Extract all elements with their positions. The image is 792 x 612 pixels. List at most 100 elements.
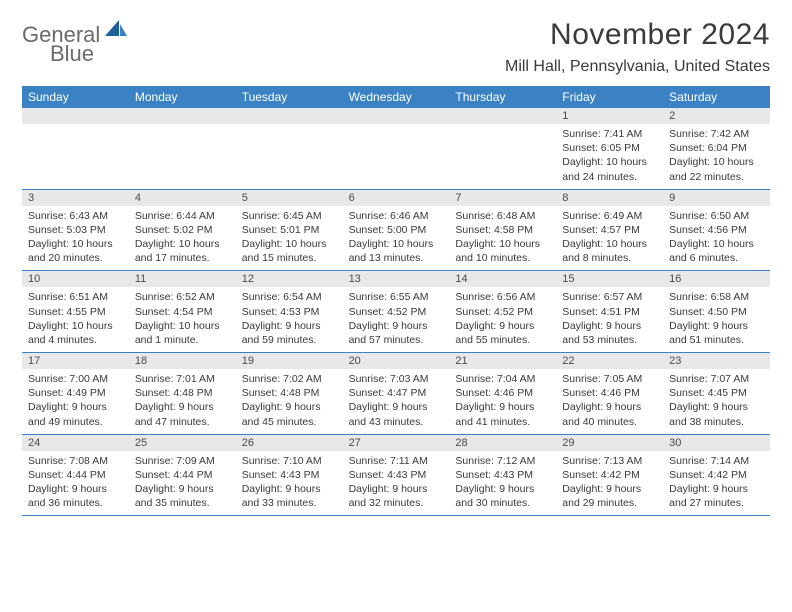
weekday-header-row: SundayMondayTuesdayWednesdayThursdayFrid…: [22, 86, 770, 108]
day-number: 14: [449, 271, 556, 287]
day-detail: Sunrise: 7:05 AMSunset: 4:46 PMDaylight:…: [556, 369, 663, 434]
day-number: [22, 108, 129, 124]
day-detail: [22, 124, 129, 189]
sunset-text: Sunset: 4:44 PM: [135, 468, 230, 482]
day-number: 2: [663, 108, 770, 124]
sunrise-text: Sunrise: 6:48 AM: [455, 209, 550, 223]
sunset-text: Sunset: 4:42 PM: [562, 468, 657, 482]
sunset-text: Sunset: 5:01 PM: [242, 223, 337, 237]
day-detail: Sunrise: 7:01 AMSunset: 4:48 PMDaylight:…: [129, 369, 236, 434]
day-detail: [129, 124, 236, 189]
daylight-text: Daylight: 9 hours and 27 minutes.: [669, 482, 764, 510]
day-detail: Sunrise: 6:45 AMSunset: 5:01 PMDaylight:…: [236, 206, 343, 271]
day-detail: Sunrise: 6:50 AMSunset: 4:56 PMDaylight:…: [663, 206, 770, 271]
sunrise-text: Sunrise: 7:09 AM: [135, 454, 230, 468]
sunrise-text: Sunrise: 7:10 AM: [242, 454, 337, 468]
sunset-text: Sunset: 5:02 PM: [135, 223, 230, 237]
day-number: 21: [449, 353, 556, 369]
sunset-text: Sunset: 4:46 PM: [455, 386, 550, 400]
day-detail: Sunrise: 6:51 AMSunset: 4:55 PMDaylight:…: [22, 287, 129, 352]
daylight-text: Daylight: 9 hours and 59 minutes.: [242, 319, 337, 347]
day-detail: Sunrise: 7:08 AMSunset: 4:44 PMDaylight:…: [22, 451, 129, 516]
sunset-text: Sunset: 4:48 PM: [135, 386, 230, 400]
daylight-text: Daylight: 9 hours and 57 minutes.: [349, 319, 444, 347]
detail-strip: Sunrise: 7:08 AM Sunset: 4:44 PM Daylight:…: [22, 451, 770, 516]
daynum-strip: 24252627282930: [22, 435, 770, 451]
day-detail: [343, 124, 450, 189]
daylight-text: Daylight: 9 hours and 55 minutes.: [455, 319, 550, 347]
daylight-text: Daylight: 10 hours and 4 minutes.: [28, 319, 123, 347]
day-number: 24: [22, 435, 129, 451]
day-number: 25: [129, 435, 236, 451]
day-number: 7: [449, 190, 556, 206]
sunset-text: Sunset: 4:53 PM: [242, 305, 337, 319]
daylight-text: Daylight: 9 hours and 49 minutes.: [28, 400, 123, 428]
sunset-text: Sunset: 4:50 PM: [669, 305, 764, 319]
day-number: 13: [343, 271, 450, 287]
daynum-strip: 17181920212223: [22, 353, 770, 369]
detail-strip: Sunrise: 6:51 AMSunset: 4:55 PMDaylight:…: [22, 287, 770, 352]
sunset-text: Sunset: 4:49 PM: [28, 386, 123, 400]
month-title: November 2024: [505, 18, 770, 52]
day-number: 12: [236, 271, 343, 287]
day-number: 28: [449, 435, 556, 451]
day-detail: Sunrise: 7:03 AMSunset: 4:47 PMDaylight:…: [343, 369, 450, 434]
daylight-text: Daylight: 9 hours and 51 minutes.: [669, 319, 764, 347]
daylight-text: Daylight: 9 hours and 36 minutes.: [28, 482, 123, 510]
day-detail: Sunrise: 7:12 AMSunset: 4:43 PMDaylight:…: [449, 451, 556, 516]
sunset-text: Sunset: 6:05 PM: [562, 141, 657, 155]
sunset-text: Sunset: 4:52 PM: [455, 305, 550, 319]
day-number: 16: [663, 271, 770, 287]
day-number: 30: [663, 435, 770, 451]
sunset-text: Sunset: 4:56 PM: [669, 223, 764, 237]
detail-strip: Sunrise: 7:00 AMSunset: 4:49 PMDaylight:…: [22, 369, 770, 434]
sunrise-text: Sunrise: 6:46 AM: [349, 209, 444, 223]
day-number: [449, 108, 556, 124]
week-row: 3456789Sunrise: 6:43 AMSunset: 5:03 PMDa…: [22, 190, 770, 272]
daylight-text: Daylight: 10 hours and 20 minutes.: [28, 237, 123, 265]
daynum-strip: 10111213141516: [22, 271, 770, 287]
day-number: 9: [663, 190, 770, 206]
sunset-text: Sunset: 4:43 PM: [349, 468, 444, 482]
day-number: 15: [556, 271, 663, 287]
sunrise-text: Sunrise: 7:08 AM: [28, 454, 123, 468]
weekday-sunday: Sunday: [22, 86, 129, 108]
detail-strip: Sunrise: 7:41 AMSunset: 6:05 PMDaylight:…: [22, 124, 770, 189]
day-number: 8: [556, 190, 663, 206]
daylight-text: Daylight: 9 hours and 41 minutes.: [455, 400, 550, 428]
sunrise-text: Sunrise: 6:55 AM: [349, 290, 444, 304]
day-number: 10: [22, 271, 129, 287]
weekday-wednesday: Wednesday: [343, 86, 450, 108]
daylight-text: Daylight: 10 hours and 15 minutes.: [242, 237, 337, 265]
day-detail: Sunrise: 6:57 AMSunset: 4:51 PMDaylight:…: [556, 287, 663, 352]
sunrise-text: Sunrise: 6:44 AM: [135, 209, 230, 223]
daylight-text: Daylight: 9 hours and 30 minutes.: [455, 482, 550, 510]
day-detail: Sunrise: 7:14 AMSunset: 4:42 PMDaylight:…: [663, 451, 770, 516]
day-detail: Sunrise: 6:49 AMSunset: 4:57 PMDaylight:…: [556, 206, 663, 271]
sunrise-text: Sunrise: 7:02 AM: [242, 372, 337, 386]
daylight-text: Daylight: 10 hours and 22 minutes.: [669, 155, 764, 183]
daynum-strip: 3456789: [22, 190, 770, 206]
day-number: 1: [556, 108, 663, 124]
sunset-text: Sunset: 4:43 PM: [455, 468, 550, 482]
sunrise-text: Sunrise: 7:12 AM: [455, 454, 550, 468]
sunrise-text: Sunrise: 7:11 AM: [349, 454, 444, 468]
day-detail: Sunrise: 6:43 AMSunset: 5:03 PMDaylight:…: [22, 206, 129, 271]
day-detail: Sunrise: 6:58 AMSunset: 4:50 PMDaylight:…: [663, 287, 770, 352]
day-number: 27: [343, 435, 450, 451]
sunset-text: Sunset: 4:51 PM: [562, 305, 657, 319]
week-row: 12Sunrise: 7:41 AMSunset: 6:05 PMDayligh…: [22, 108, 770, 190]
sunset-text: Sunset: 4:58 PM: [455, 223, 550, 237]
day-detail: Sunrise: 7:09 AMSunset: 4:44 PMDaylight:…: [129, 451, 236, 516]
detail-strip: Sunrise: 6:43 AMSunset: 5:03 PMDaylight:…: [22, 206, 770, 271]
day-detail: Sunrise: 7:02 AMSunset: 4:48 PMDaylight:…: [236, 369, 343, 434]
day-detail: Sunrise: 7:10 AMSunset: 4:43 PMDaylight:…: [236, 451, 343, 516]
daylight-text: Daylight: 10 hours and 1 minute.: [135, 319, 230, 347]
day-number: 17: [22, 353, 129, 369]
day-number: [236, 108, 343, 124]
day-number: 4: [129, 190, 236, 206]
sunset-text: Sunset: 6:04 PM: [669, 141, 764, 155]
day-detail: Sunrise: 6:52 AMSunset: 4:54 PMDaylight:…: [129, 287, 236, 352]
day-detail: Sunrise: 7:11 AMSunset: 4:43 PMDaylight:…: [343, 451, 450, 516]
sunset-text: Sunset: 5:03 PM: [28, 223, 123, 237]
